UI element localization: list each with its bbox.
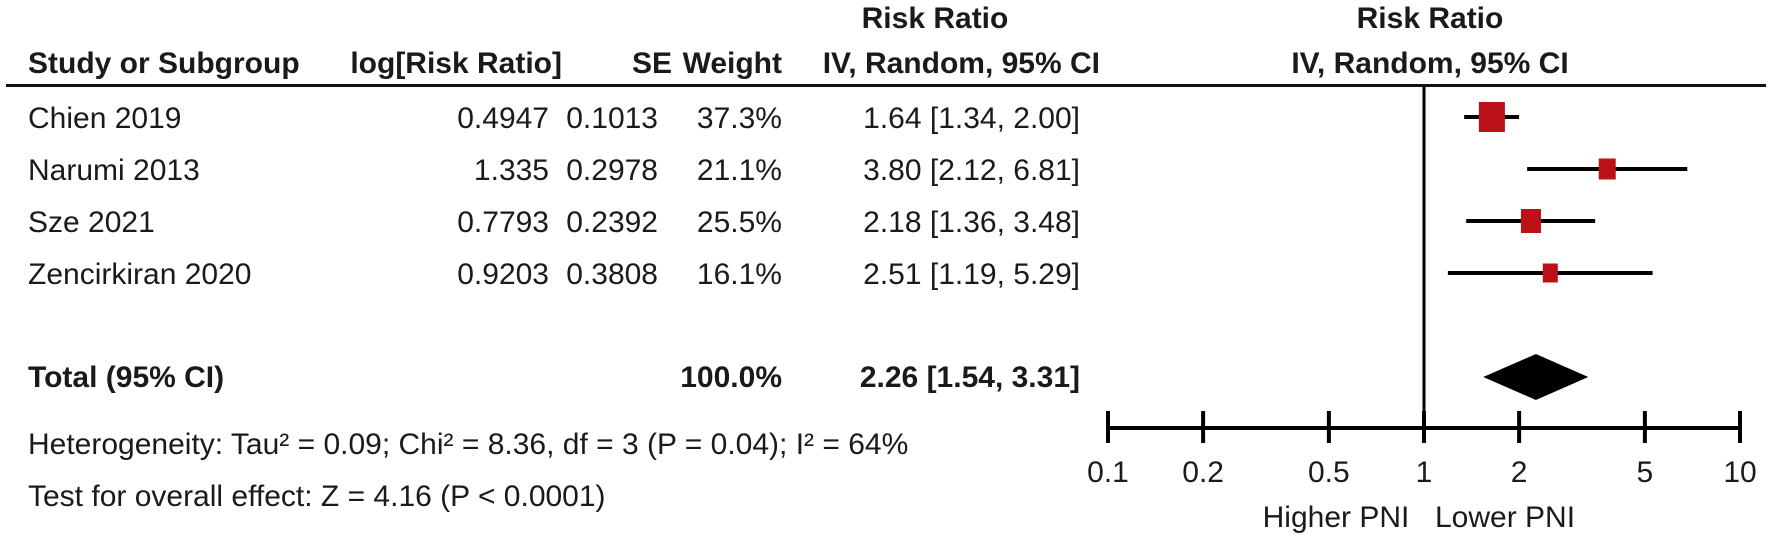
study-weight: 25.5%	[696, 206, 782, 239]
axis-tick-label: 1	[1416, 456, 1433, 489]
effect-title-right: Risk Ratio	[1356, 2, 1504, 35]
effect-square	[1478, 102, 1505, 132]
axis-tick-label: 0.1	[1087, 456, 1129, 489]
col-header-log-rr: log[Risk Ratio]	[350, 47, 562, 80]
col-header-study: Study or Subgroup	[28, 47, 300, 80]
col-header-weight: Weight	[682, 47, 782, 80]
effect-square	[1598, 158, 1616, 180]
study-name: Narumi 2013	[28, 154, 200, 187]
total-label: Total (95% CI)	[28, 361, 225, 394]
study-log-rr: 0.9203	[457, 258, 549, 291]
study-name: Chien 2019	[28, 102, 182, 135]
overall-effect-note: Test for overall effect: Z = 4.16 (P < 0…	[28, 480, 606, 513]
header-underline	[6, 84, 1766, 87]
study-se: 0.2978	[566, 154, 658, 187]
axis-tick-label: 0.2	[1182, 456, 1224, 489]
study-weight: 21.1%	[696, 154, 782, 187]
effect-square	[1520, 209, 1541, 233]
heterogeneity-note: Heterogeneity: Tau² = 0.09; Chi² = 8.36,…	[28, 428, 909, 461]
col-header-ci: IV, Random, 95% CI	[822, 47, 1100, 80]
study-estimate-ci: 3.80 [2.12, 6.81]	[863, 154, 1080, 187]
study-se: 0.2392	[566, 206, 658, 239]
study-se: 0.3808	[566, 258, 658, 291]
axis-left-direction-label: Higher PNI	[1263, 501, 1410, 534]
study-log-rr: 0.7793	[457, 206, 549, 239]
axis-tick-label: 0.5	[1308, 456, 1350, 489]
total-estimate-ci: 2.26 [1.54, 3.31]	[859, 361, 1080, 394]
study-name: Zencirkiran 2020	[28, 258, 252, 291]
axis-tick-label: 5	[1637, 456, 1654, 489]
study-log-rr: 1.335	[473, 154, 549, 187]
study-weight: 37.3%	[696, 102, 782, 135]
col-header-plot-ci: IV, Random, 95% CI	[1291, 47, 1569, 80]
study-estimate-ci: 2.51 [1.19, 5.29]	[863, 258, 1080, 291]
axis-tick-label: 10	[1723, 456, 1756, 489]
total-weight: 100.0%	[680, 361, 782, 394]
study-estimate-ci: 2.18 [1.36, 3.48]	[863, 206, 1080, 239]
study-log-rr: 0.4947	[457, 102, 549, 135]
effect-square	[1542, 263, 1558, 283]
study-weight: 16.1%	[696, 258, 782, 291]
axis-right-direction-label: Lower PNI	[1435, 501, 1575, 534]
pooled-diamond	[1483, 354, 1589, 400]
study-name: Sze 2021	[28, 206, 155, 239]
study-estimate-ci: 1.64 [1.34, 2.00]	[863, 102, 1080, 135]
effect-title-left: Risk Ratio	[861, 2, 1009, 35]
col-header-se: SE	[631, 47, 672, 80]
study-se: 0.1013	[566, 102, 658, 135]
axis-tick-label: 2	[1511, 456, 1528, 489]
